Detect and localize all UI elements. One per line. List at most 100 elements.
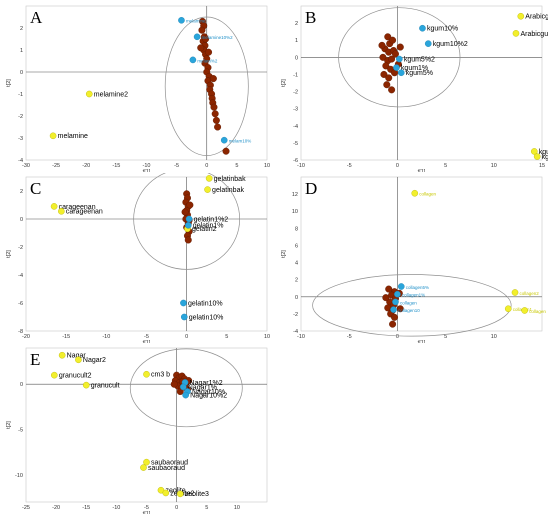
cluster-point — [212, 116, 220, 124]
y-tick-label: 0 — [20, 382, 23, 388]
x-tick-label: -20 — [22, 334, 30, 340]
cluster-point — [384, 33, 392, 41]
x-tick-label: 15 — [539, 163, 545, 169]
cluster-point — [170, 380, 178, 388]
x-tick-label: 0 — [205, 163, 208, 169]
sample-label: melamine2 — [94, 91, 128, 98]
y-tick-label: -5 — [18, 428, 23, 434]
x-tick-label: 5 — [235, 163, 238, 169]
panel-e: -25 -20 -15 -10 -5 0 5 10 -10 -5 0 t[1] t[2] Nagar Nag… — [4, 344, 273, 514]
y-tick-label: -6 — [18, 301, 23, 307]
y-tick-label: 2 — [295, 21, 298, 27]
sample-label: melamine — [186, 19, 206, 24]
x-tick-label: -10 — [112, 505, 120, 511]
x-tick-label: 10 — [264, 334, 270, 340]
confidence-ellipse — [129, 348, 243, 428]
sample-point — [533, 153, 541, 160]
sample-label: Arabicgum — [520, 31, 548, 38]
panel-letter: A — [30, 8, 43, 27]
cluster-point — [197, 44, 205, 52]
x-tick-label: 5 — [444, 163, 447, 169]
y-tick-label: -4 — [18, 158, 23, 164]
cluster-point — [205, 48, 213, 56]
sample-label: Nagar1%2 — [190, 380, 223, 387]
sample-point — [396, 55, 403, 63]
y-tick-label: -5 — [293, 141, 298, 147]
y-tick-label: 0 — [20, 70, 23, 76]
x-tick-label: 0 — [175, 505, 178, 511]
sample-point — [511, 289, 519, 296]
x-tick-label: -20 — [82, 163, 90, 169]
sample-label: Nagar10%2 — [190, 393, 227, 400]
sample-point — [180, 313, 188, 321]
panel-c-plot: -20 -15 -10 -5 0 5 10-8-6-4-202t[1]t[2]caragee… — [6, 173, 270, 343]
panel-a-plot: -30 -25 -20 -15 -10 -5 0 5 10-4-3-2-1012t[1]t[2]… — [6, 5, 270, 172]
sample-point — [189, 56, 197, 64]
y-tick-label: 12 — [292, 192, 298, 198]
sample-label: zeolite — [165, 488, 185, 495]
cluster-point — [209, 75, 217, 83]
cluster-point — [198, 26, 206, 34]
sample-point — [182, 391, 189, 399]
sample-point — [58, 208, 65, 215]
sample-point — [397, 283, 405, 290]
x-tick-label: -10 — [102, 334, 110, 340]
cluster-point — [389, 320, 397, 328]
sample-label: gelatin10% — [189, 314, 224, 321]
x-tick-label: -10 — [297, 163, 305, 169]
sample-point — [512, 30, 520, 37]
cluster-point — [380, 70, 388, 78]
cluster-point — [210, 103, 218, 111]
x-axis-label: t[1] — [143, 169, 151, 172]
x-tick-label: -10 — [297, 334, 305, 340]
cluster-point — [382, 294, 390, 302]
sample-label: gelatinbak — [214, 176, 246, 183]
panel-letter: D — [305, 179, 317, 198]
sample-point — [179, 383, 187, 391]
panel-b: -10 -5 0 5 10 15 -6 -5 -4 -3 -2 -1 0 1 2 t[1] t[2] Arabic… — [279, 2, 548, 172]
sample-label: granucult2 — [59, 373, 92, 380]
sample-label: kgum — [542, 154, 548, 161]
cluster-point — [214, 123, 222, 131]
x-tick-label: -25 — [22, 505, 30, 511]
y-tick-label: -3 — [18, 136, 23, 142]
y-tick-label: 8 — [295, 226, 298, 232]
sample-label: gelatin10% — [188, 300, 223, 307]
cluster-point — [391, 313, 399, 321]
y-axis-label: t[2] — [6, 79, 12, 87]
x-tick-label: -15 — [82, 505, 90, 511]
y-tick-label: 2 — [20, 26, 23, 32]
panel-b-plot: -10 -5 0 5 10 15-6-5-4-3-2-1012t[1]t[2]Arabic… — [281, 5, 548, 172]
y-axis-label: t[2] — [281, 250, 287, 258]
x-tick-label: 10 — [491, 334, 497, 340]
cluster-point — [385, 74, 393, 82]
sample-label: Arabicgum2 — [525, 14, 548, 21]
x-tick-label: -5 — [347, 334, 352, 340]
y-tick-label: -2 — [18, 114, 23, 120]
cluster-point — [181, 208, 189, 216]
y-tick-label: -4 — [18, 273, 23, 279]
sample-point — [220, 136, 228, 144]
sample-label: carageenan — [59, 204, 96, 211]
y-tick-label: 1 — [20, 48, 23, 54]
cluster-point — [389, 36, 397, 44]
x-tick-label: -5 — [144, 505, 149, 511]
sample-label: saubaoraud — [148, 465, 185, 472]
sample-point — [397, 69, 405, 77]
y-tick-label: -4 — [293, 329, 298, 335]
sample-label: collagen2 — [520, 291, 540, 296]
sample-label: kgum5%2 — [404, 56, 435, 63]
sample-point — [143, 370, 150, 378]
panel-d-plot: -10 -5 0 5 10 -4 -2 0 2 4 6 8 10 12 t[1] t[2] collagen co… — [281, 176, 546, 343]
sample-label: Nagar10% — [192, 389, 225, 396]
y-tick-label: -2 — [18, 245, 23, 251]
x-axis-label: t[1] — [418, 340, 426, 343]
sample-label: saubaoraud — [151, 460, 188, 467]
sample-point — [185, 215, 193, 223]
panel-d: -10 -5 0 5 10 -4 -2 0 2 4 6 8 10 12 t[1] t[2] collagen co… — [279, 173, 548, 343]
y-tick-label: 2 — [20, 189, 23, 195]
x-tick-label: -10 — [143, 163, 151, 169]
cluster-point — [379, 53, 387, 61]
sample-label: kgum10% — [427, 26, 458, 33]
cluster-point — [383, 81, 391, 89]
